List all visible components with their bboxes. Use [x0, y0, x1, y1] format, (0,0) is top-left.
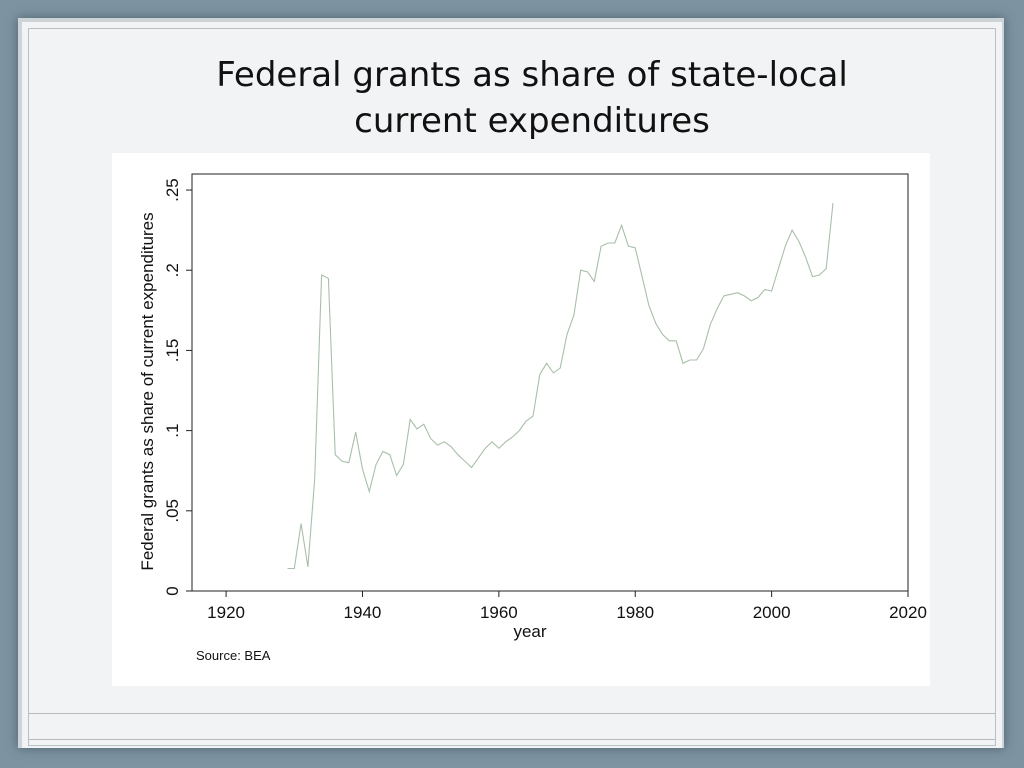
x-tick-label: 2020: [889, 603, 927, 622]
y-axis-title: Federal grants as share of current expen…: [138, 212, 157, 570]
slide-border: [28, 28, 996, 746]
y-tick-label: 0: [163, 586, 182, 595]
x-tick-label: 1980: [616, 603, 654, 622]
slide-title: Federal grants as share of state-local c…: [150, 52, 914, 144]
y-tick-label: .15: [163, 339, 182, 363]
y-tick-label: .1: [163, 424, 182, 438]
x-axis-title: year: [513, 622, 546, 641]
x-tick-label: 1940: [344, 603, 382, 622]
y-tick-label: .05: [163, 499, 182, 523]
slide-title-line-1: Federal grants as share of state-local: [216, 55, 848, 95]
chart-panel: 1920 1940 1960 1980 2000 2020 0 .05 .1 .15 .2 .25 ye…: [112, 153, 930, 686]
footer-divider-bottom: [28, 739, 996, 740]
slide-title-line-2: current expenditures: [354, 101, 710, 141]
source-note: Source: BEA: [196, 648, 271, 663]
footer-divider-top: [28, 713, 996, 714]
y-tick-label: .2: [163, 263, 182, 277]
x-tick-label: 1960: [480, 603, 518, 622]
x-tick-label: 1920: [207, 603, 245, 622]
plot-frame: [191, 173, 909, 592]
x-tick-label: 2000: [753, 603, 791, 622]
chart: 1920 1940 1960 1980 2000 2020 0 .05 .1 .15 .2 .25 ye…: [138, 173, 927, 663]
y-tick-label: .25: [163, 178, 182, 202]
series-line: [287, 202, 834, 570]
